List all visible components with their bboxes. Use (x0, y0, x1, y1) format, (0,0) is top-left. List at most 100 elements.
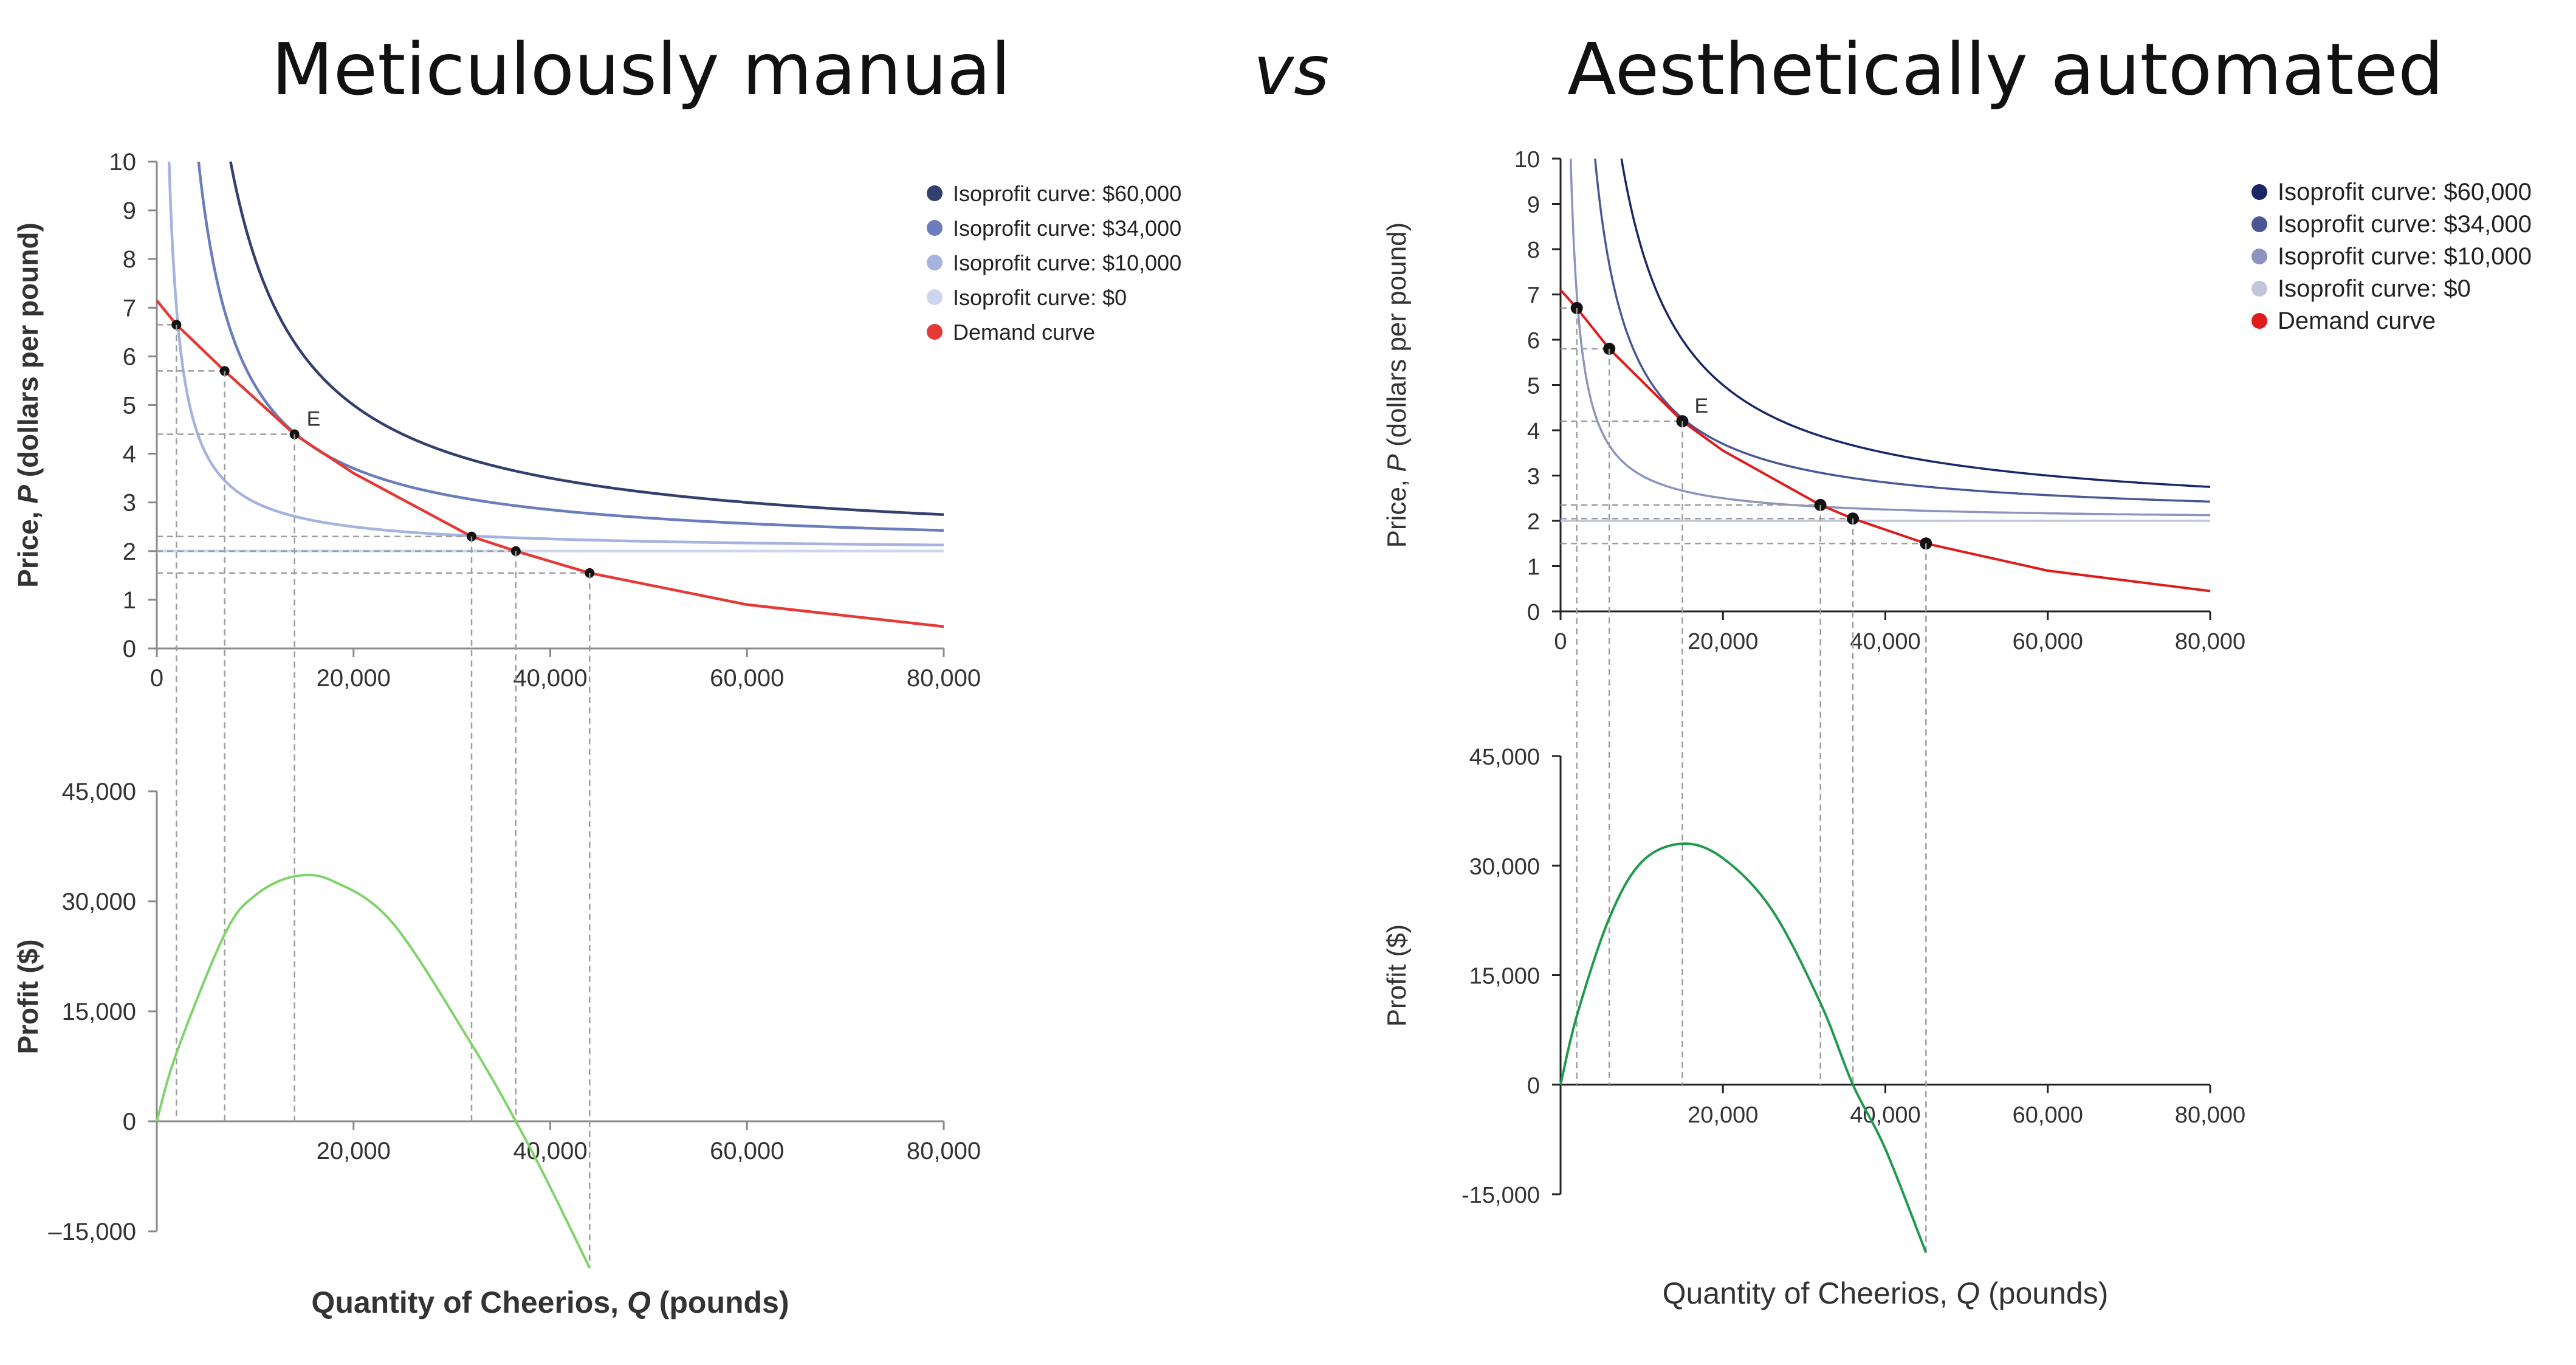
y-label-var: P (12, 485, 44, 504)
y-tick-label: –15,000 (48, 1219, 136, 1245)
y-tick-label: 0 (123, 636, 136, 662)
y-tick-label: 0 (123, 1109, 136, 1135)
y-label-main: Price, (1382, 472, 1412, 548)
legend-swatch (2251, 249, 2267, 264)
legend-swatch (927, 185, 943, 201)
legend-swatch (927, 289, 943, 305)
isoprofit-curve-60000 (1620, 158, 2211, 488)
right-top-y-axis-label: Price, P (dollars per pound) (1382, 222, 1412, 548)
x-label-main: Quantity of Cheerios, (1663, 1276, 1957, 1310)
x-label-main: Quantity of Cheerios, (311, 1285, 627, 1319)
x-label-var: Q (1956, 1276, 1980, 1310)
isoprofit-curve-10000 (167, 161, 944, 547)
y-tick-label: 15,000 (62, 999, 136, 1025)
legend-label: Isoprofit curve: $34,000 (2278, 211, 2532, 238)
x-tick-label: 60,000 (2013, 629, 2083, 655)
x-tick-label: 80,000 (907, 665, 981, 692)
left-bottom-y-axis-label: Profit ($) (12, 939, 44, 1054)
x-tick-label: 80,000 (907, 1138, 981, 1164)
point-label-e: E (307, 408, 321, 431)
legend-label: Isoprofit curve: $60,000 (953, 181, 1181, 206)
x-tick-label: 20,000 (1688, 1102, 1758, 1128)
legend-swatch (2251, 313, 2267, 329)
right-heading: Aesthetically automated (1567, 27, 2444, 111)
demand-curve (156, 299, 944, 628)
left-top-y-axis-label: Price, P (dollars per pound) (12, 222, 44, 588)
x-tick-label: 60,000 (710, 665, 784, 692)
right-bottom-y-axis-label: Profit ($) (1382, 924, 1412, 1027)
y-tick-label: 7 (123, 295, 136, 321)
y-label-var: P (1382, 454, 1412, 472)
y-tick-label: 5 (1527, 374, 1540, 399)
legend-swatch (2251, 216, 2267, 232)
x-tick-label: 0 (150, 665, 163, 692)
x-tick-label: 80,000 (2175, 1102, 2245, 1128)
x-tick-label: 80,000 (2175, 629, 2245, 655)
demand-curve (1559, 289, 2211, 593)
y-tick-label: 4 (1527, 419, 1540, 444)
x-tick-label: 60,000 (710, 1138, 784, 1164)
charts-layer: 0 1 2 3 4 5 6 7 8 9 10 0 20,000 40,000 60,000 80,000 Pri… (12, 147, 2532, 1319)
legend-label: Isoprofit curve: $10,000 (953, 250, 1181, 275)
y-tick-label: 3 (123, 490, 136, 517)
y-tick-label: 6 (1527, 328, 1540, 354)
legend-label: Demand curve (2278, 308, 2436, 334)
y-tick-label: 8 (1527, 238, 1540, 263)
y-tick-label: 45,000 (62, 779, 136, 805)
y-tick-label: 0 (1527, 1073, 1540, 1099)
y-tick-label: 9 (123, 198, 136, 224)
y-tick-label: 10 (1514, 147, 1540, 173)
profit-curve (156, 873, 591, 1269)
right-top-chart: 0 1 2 3 4 5 6 7 8 9 10 0 20,000 40,000 60,000 80,000 Pri… (1382, 147, 2532, 655)
x-tick-label: 60,000 (2013, 1102, 2083, 1128)
left-top-chart: 0 1 2 3 4 5 6 7 8 9 10 0 20,000 40,000 60,000 80,000 Pri… (12, 149, 1181, 692)
point-label-e: E (1694, 394, 1708, 418)
legend-label: Isoprofit curve: $0 (2278, 275, 2471, 302)
x-tick-label: 20,000 (317, 665, 391, 692)
isoprofit-curve-60000 (229, 161, 944, 516)
y-tick-label: 7 (1527, 283, 1540, 309)
x-tick-label: 40,000 (1850, 1102, 1920, 1128)
equilibrium-point (1570, 301, 1583, 314)
y-tick-label: 15,000 (1469, 964, 1540, 989)
y-tick-label: 1 (123, 587, 136, 614)
legend-label: Isoprofit curve: $34,000 (953, 216, 1181, 241)
legend-label: Isoprofit curve: $0 (953, 285, 1127, 310)
y-tick-label: 30,000 (1469, 854, 1540, 879)
legend-swatch (927, 255, 943, 270)
isoprofit-curve-34000 (1594, 158, 2211, 503)
right-bottom-x-axis-label: Quantity of Cheerios, Q (pounds) (1663, 1276, 2109, 1310)
y-tick-label: 0 (1527, 600, 1540, 625)
x-label-var: Q (627, 1285, 651, 1319)
y-tick-label: 3 (1527, 464, 1540, 490)
legend-swatch (2251, 184, 2267, 200)
profit-curve (1559, 842, 1928, 1253)
y-label-rest: (dollars per pound) (1382, 222, 1412, 455)
y-tick-label: -15,000 (1461, 1183, 1540, 1208)
x-tick-label: 40,000 (513, 1138, 587, 1164)
isoprofit-curve-34000 (197, 161, 944, 532)
y-tick-label: 30,000 (62, 889, 136, 915)
left-bottom-x-axis-label: Quantity of Cheerios, Q (pounds) (311, 1285, 789, 1319)
y-tick-label: 2 (1527, 509, 1540, 535)
y-tick-label: 2 (123, 538, 136, 565)
legend-label: Demand curve (953, 320, 1095, 345)
legend-label: Isoprofit curve: $60,000 (2278, 179, 2532, 205)
x-tick-label: 0 (1554, 629, 1567, 655)
y-tick-label: 9 (1527, 193, 1540, 218)
vs-heading: vs (1254, 32, 1330, 111)
y-tick-label: 45,000 (1469, 744, 1540, 770)
left-heading: Meticulously manual (272, 27, 1011, 111)
x-tick-label: 20,000 (1688, 629, 1758, 655)
y-tick-label: 8 (123, 246, 136, 273)
y-tick-label: 5 (123, 393, 136, 419)
legend-swatch (927, 324, 943, 340)
x-label-rest: (pounds) (651, 1285, 789, 1319)
y-tick-label: 4 (123, 441, 136, 468)
legend-swatch (927, 220, 943, 236)
legend-label: Isoprofit curve: $10,000 (2278, 243, 2532, 270)
y-tick-label: 6 (123, 343, 136, 370)
